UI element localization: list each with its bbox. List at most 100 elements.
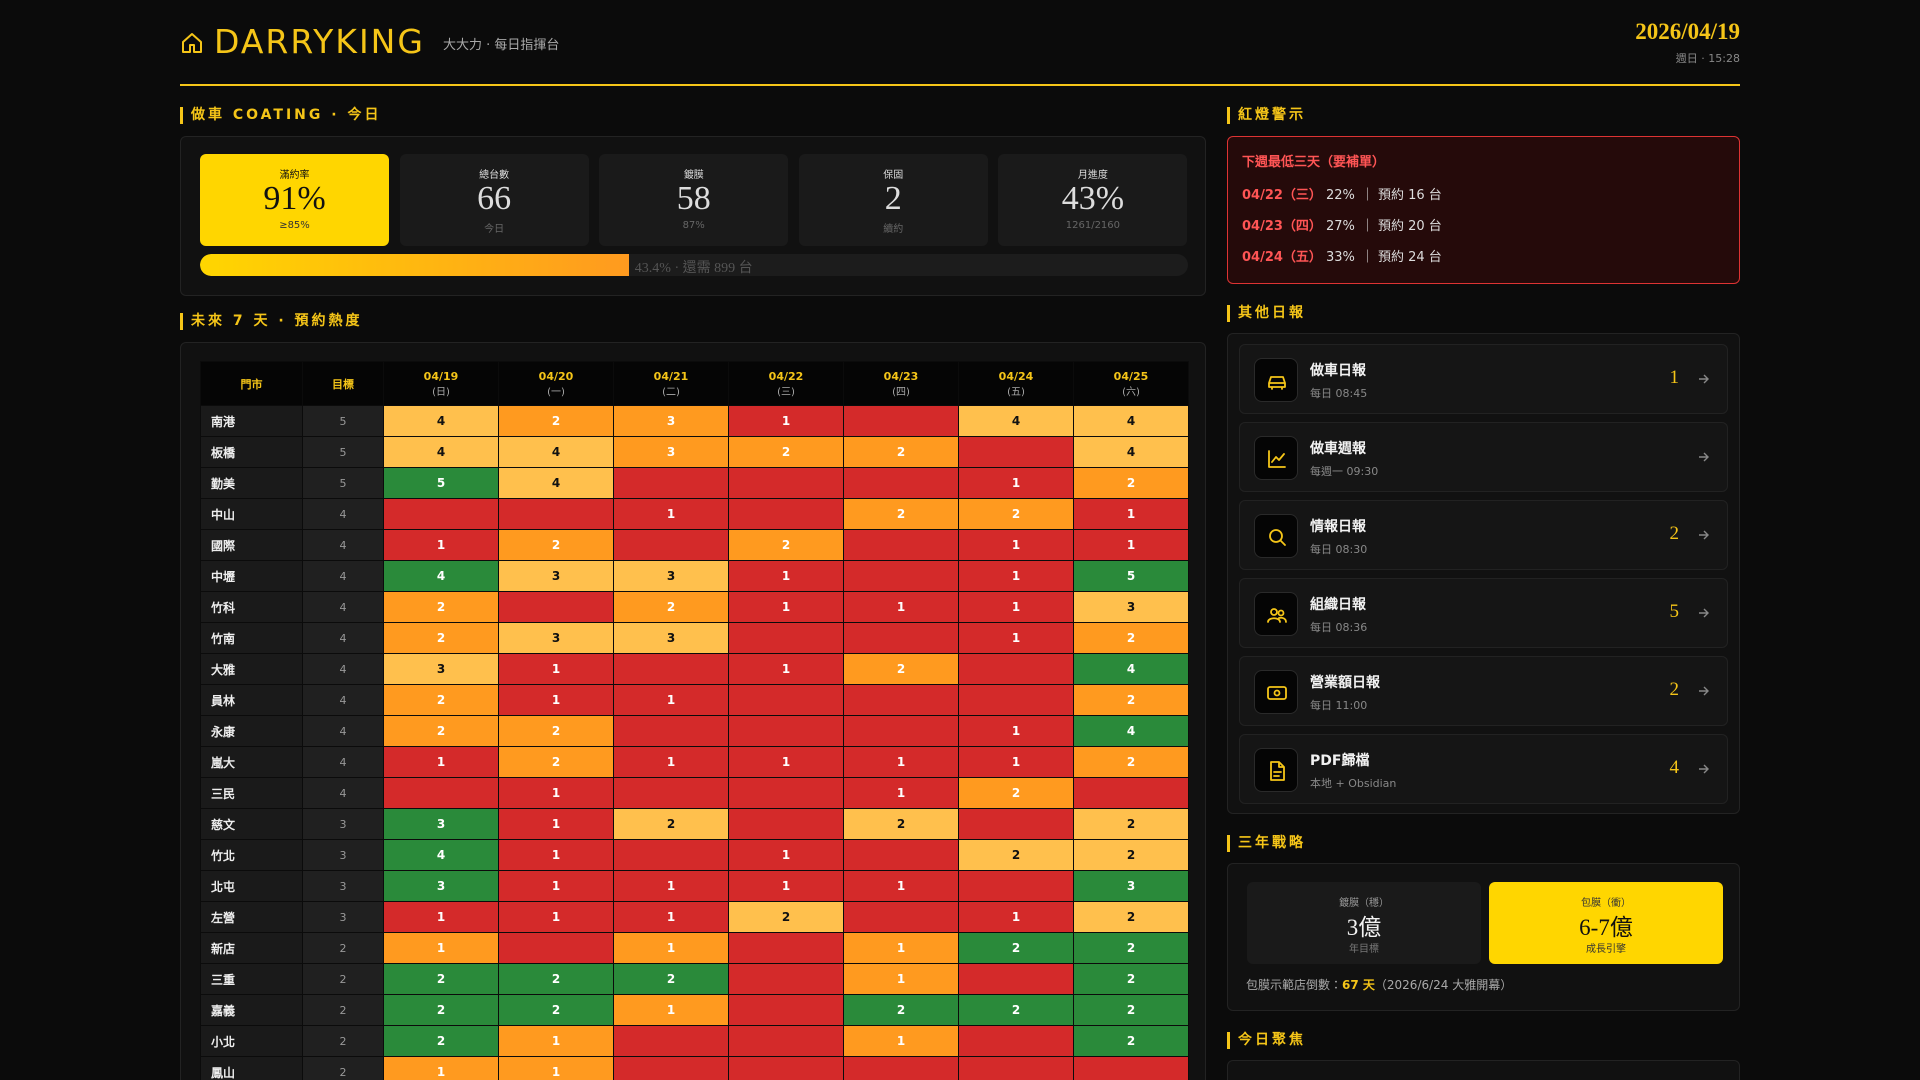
report-count: 5	[1669, 601, 1680, 622]
alert-date: 04/22（三）	[1242, 188, 1322, 203]
heat-cell: 2	[613, 591, 729, 623]
kpi-label: 總台數	[479, 170, 510, 181]
report-icon	[1254, 748, 1298, 792]
icon	[1270, 761, 1285, 781]
store-target: 4	[302, 560, 384, 592]
alert-item: 04/23（四） 27% ｜ 預約 20 台	[1242, 215, 1442, 234]
heat-cell	[728, 1025, 844, 1057]
report-arrow	[1697, 447, 1711, 467]
report-time: 每日 08:30	[1310, 543, 1368, 556]
heat-cell: 2	[843, 436, 959, 468]
day-header: 04/25 (六)	[1073, 361, 1189, 406]
section-title: 未來 7 天 · 預約熱度	[180, 313, 363, 330]
report-item[interactable]: 做車日報 每日 08:45 1	[1239, 344, 1728, 414]
day-header: 04/24 (五)	[958, 361, 1074, 406]
store-row: 小北 2 2 1 1 2	[200, 1025, 1189, 1057]
heat-cell: 2	[498, 963, 614, 995]
report-icon	[1254, 436, 1298, 480]
heat-cell	[613, 467, 729, 499]
heat-cell: 1	[613, 684, 729, 716]
store-row: 三民 4 1 1 2	[200, 777, 1189, 809]
heat-cell: 1	[613, 498, 729, 530]
alert-item: 04/24（五） 33% ｜ 預約 24 台	[1242, 246, 1442, 265]
heat-cell: 3	[1073, 870, 1189, 902]
day-header: 04/19 (日)	[383, 361, 499, 406]
section-title: 紅燈警示	[1227, 107, 1306, 124]
store-row: 竹科 4 2 2 1 1 1 3	[200, 591, 1189, 623]
report-item[interactable]: 營業額日報 每日 11:00 2	[1239, 656, 1728, 726]
store-target: 3	[302, 901, 384, 933]
heat-cell: 1	[498, 684, 614, 716]
heat-cell: 2	[1073, 622, 1189, 654]
report-title: 組織日報	[1310, 597, 1366, 613]
icon	[1269, 529, 1286, 546]
day-header: 04/20 (一)	[498, 361, 614, 406]
report-arrow	[1697, 759, 1711, 779]
day-weekday: (二)	[662, 386, 680, 398]
store-name: 大雅	[200, 653, 303, 685]
heat-cell	[1073, 777, 1189, 809]
column-header: 目標	[302, 361, 384, 406]
heat-cell: 2	[383, 622, 499, 654]
heat-cell: 5	[383, 467, 499, 499]
alert-heading: 下週最低三天（要補單）	[1242, 155, 1386, 170]
kpi-card: 月進度 43% 1261/2160	[998, 154, 1188, 246]
heat-cell: 2	[728, 436, 844, 468]
store-name: 中山	[200, 498, 303, 530]
progress-fill	[200, 254, 629, 276]
store-row: 板橋 5 4 4 3 2 2 4	[200, 436, 1189, 468]
heat-cell: 1	[958, 560, 1074, 592]
report-item[interactable]: 情報日報 每日 08:30 2	[1239, 500, 1728, 570]
heat-cell: 3	[613, 560, 729, 592]
store-row: 竹南 4 2 3 3 1 2	[200, 622, 1189, 654]
report-title: 營業額日報	[1310, 675, 1380, 691]
countdown-label: 包膜示範店倒數：	[1246, 978, 1343, 992]
heat-cell: 1	[613, 870, 729, 902]
day-date: 04/25	[1113, 369, 1149, 383]
heat-cell	[728, 777, 844, 809]
kpi-card: 保固 2 續約	[798, 154, 988, 246]
kpi-card: 滿約率 91% ≥85%	[200, 154, 389, 246]
store-target: 2	[302, 1056, 384, 1080]
heat-cell: 1	[498, 777, 614, 809]
report-title: PDF歸檔	[1310, 753, 1370, 769]
store-target: 4	[302, 746, 384, 778]
header-row: 門市 目標 04/19 (日) 04/20 (一) 04/21 (二) 04/22 (三) 04/2…	[200, 361, 1189, 406]
heat-cell: 1	[728, 591, 844, 623]
store-name: 國際	[200, 529, 303, 561]
heat-cell: 1	[958, 901, 1074, 933]
section-title: 今日聚焦	[1227, 1032, 1306, 1049]
heat-cell	[728, 467, 844, 499]
report-arrow	[1697, 603, 1711, 623]
heat-cell	[613, 653, 729, 685]
heat-cell	[728, 1056, 844, 1080]
heat-cell: 3	[613, 436, 729, 468]
store-name: 嘉義	[200, 994, 303, 1026]
strategy-value: 3億	[1346, 915, 1382, 940]
heat-cell: 1	[498, 808, 614, 840]
heat-cell: 1	[843, 746, 959, 778]
report-item[interactable]: 組織日報 每日 08:36 5	[1239, 578, 1728, 648]
kpi-label: 月進度	[1077, 170, 1108, 181]
countdown-days: 67 天	[1342, 978, 1375, 992]
store-row: 中山 4 1 2 2 1	[200, 498, 1189, 530]
heat-cell: 1	[843, 963, 959, 995]
heat-cell: 1	[498, 839, 614, 871]
report-item[interactable]: 做車週報 每週一 09:30	[1239, 422, 1728, 492]
heat-cell: 1	[383, 1056, 499, 1080]
report-arrow	[1697, 369, 1711, 389]
heat-cell: 3	[613, 405, 729, 437]
heat-cell: 1	[383, 901, 499, 933]
report-time: 每日 11:00	[1310, 699, 1368, 712]
kpi-value: 43%	[1061, 180, 1125, 217]
heat-cell: 2	[498, 529, 614, 561]
kpi-card: 鍍膜 58 87%	[599, 154, 789, 246]
home-icon[interactable]	[180, 31, 204, 55]
heat-cell: 4	[383, 560, 499, 592]
kpi-label: 滿約率	[279, 170, 310, 181]
heat-cell	[958, 808, 1074, 840]
divider	[180, 84, 1740, 86]
day-weekday: (一)	[547, 386, 565, 398]
heat-cell: 1	[498, 653, 614, 685]
report-item[interactable]: PDF歸檔 本地 + Obsidian 4	[1239, 734, 1728, 804]
